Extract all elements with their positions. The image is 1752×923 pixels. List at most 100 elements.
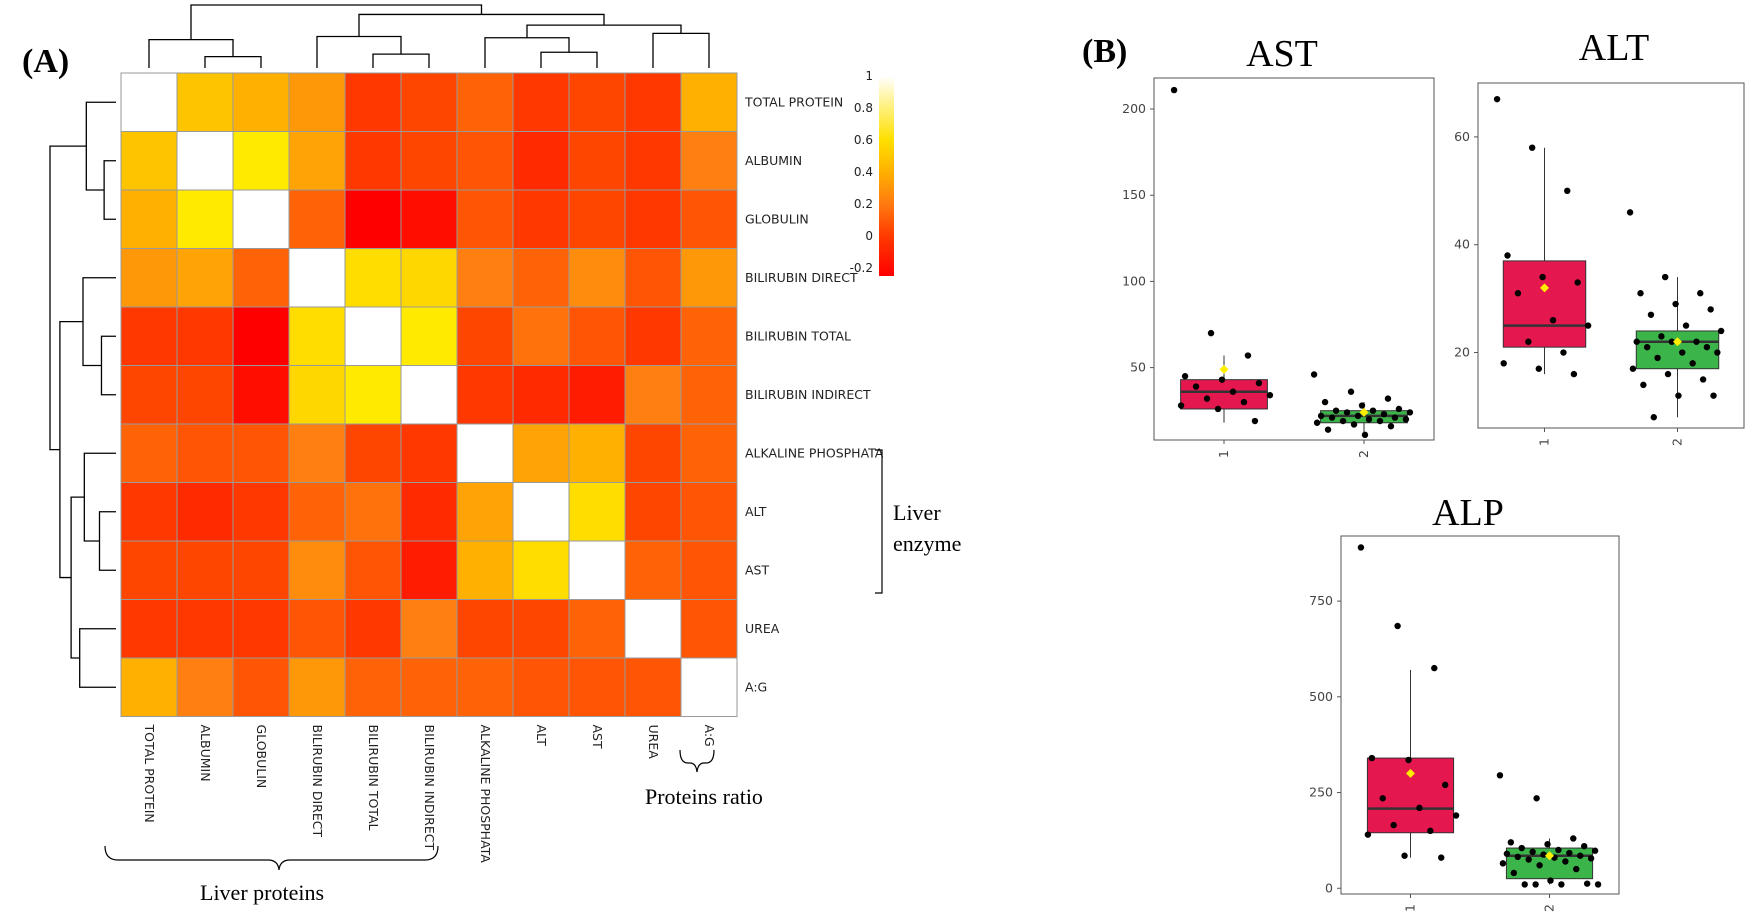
- data-point: [1266, 391, 1274, 399]
- dendrogram-branch: [49, 145, 87, 451]
- data-point: [1354, 412, 1362, 420]
- heatmap-column-label: BILIRUBIN INDIRECT: [422, 725, 437, 851]
- heatmap-column-label: ALKALINE PHOSPHATA: [478, 725, 493, 864]
- heatmap-cell: [288, 423, 346, 483]
- heatmap-cell: [456, 365, 514, 425]
- data-point: [1431, 664, 1438, 672]
- heatmap-cell: [232, 131, 290, 191]
- panel-a-label: (A): [22, 43, 69, 80]
- legend-color-bar: [879, 76, 894, 276]
- mean-marker: [1406, 768, 1415, 778]
- heatmap-cell: [568, 189, 626, 249]
- boxplot-alp: ALP 0 250 500 750 1 2: [1309, 492, 1620, 912]
- heatmap-cell: [456, 423, 514, 483]
- heatmap-cell: [344, 72, 402, 132]
- y-tick-label: 0: [1325, 880, 1333, 895]
- heatmap-cell: [400, 306, 458, 366]
- heatmap-cell: [512, 657, 570, 717]
- dendrogram-branch: [372, 53, 430, 68]
- data-point: [1540, 851, 1547, 858]
- heatmap-cell: [232, 482, 290, 542]
- heatmap-cell: [400, 482, 458, 542]
- boxplot-title: ALT: [1579, 27, 1649, 69]
- data-point: [1640, 381, 1647, 389]
- dendrogram-branch: [204, 56, 262, 68]
- legend-tick-label: -0.2: [850, 261, 873, 275]
- heatmap-cell: [680, 72, 738, 132]
- data-point: [1637, 290, 1644, 297]
- heatmap-cell: [288, 189, 346, 249]
- data-point: [1654, 354, 1661, 362]
- heatmap-cell: [288, 657, 346, 717]
- data-point: [1664, 370, 1672, 378]
- data-point: [1591, 847, 1599, 854]
- heatmap-cell: [624, 599, 682, 659]
- data-point: [1369, 407, 1377, 414]
- heatmap-cell: [512, 365, 570, 425]
- heatmap-cell: [288, 599, 346, 659]
- heatmap-cell: [624, 306, 682, 366]
- data-point: [1547, 877, 1554, 884]
- dendrogram-branch: [190, 4, 483, 40]
- heatmap-cell: [456, 540, 514, 600]
- data-point: [1503, 850, 1511, 857]
- data-point: [1532, 881, 1539, 888]
- data-point: [1518, 844, 1525, 852]
- heatmap-cell: [456, 657, 514, 717]
- heatmap-cell: [176, 365, 234, 425]
- heatmap-column-label: BILIRUBIN DIRECT: [310, 725, 325, 838]
- data-point: [1555, 846, 1562, 854]
- heatmap-cell: [344, 482, 402, 542]
- dendrogram-branch: [526, 24, 682, 38]
- data-point: [1682, 322, 1690, 329]
- data-point: [1573, 865, 1580, 873]
- x-tick-label: 2: [1542, 904, 1557, 912]
- data-point: [1584, 322, 1592, 329]
- heatmap-cell: [232, 189, 290, 249]
- heatmap-cell: [680, 248, 738, 308]
- heatmap-cell: [176, 131, 234, 191]
- heatmap-cell: [344, 189, 402, 249]
- data-point: [1661, 273, 1669, 281]
- heatmap-row-label: BILIRUBIN INDIRECT: [745, 387, 871, 402]
- heatmap-cell: [456, 599, 514, 659]
- legend-tick-label: 1: [865, 69, 873, 83]
- data-point: [1313, 419, 1321, 426]
- data-point: [1549, 316, 1557, 324]
- heatmap-row-labels: TOTAL PROTEIN ALBUMIN GLOBULIN BILIRUBIN DI…: [744, 94, 884, 694]
- heatmap-column-label: ALBUMIN: [198, 725, 213, 782]
- data-point: [1229, 388, 1237, 395]
- heatmap-cell: [512, 248, 570, 308]
- heatmap-column-label: BILIRUBIN TOTAL: [366, 725, 381, 831]
- dendrogram-branch: [100, 335, 116, 396]
- x-tick-label: 1: [1403, 904, 1418, 912]
- heatmap-cell: [120, 131, 178, 191]
- data-point: [1594, 881, 1602, 888]
- heatmap-cell: [456, 482, 514, 542]
- y-tick-label: 500: [1309, 689, 1333, 704]
- heatmap-cell: [344, 365, 402, 425]
- x-tick-label: 1: [1537, 438, 1552, 446]
- heatmap-cell: [232, 423, 290, 483]
- box-iqr: [1180, 379, 1268, 410]
- data-point: [1629, 365, 1637, 372]
- heatmap-cell: [232, 306, 290, 366]
- data-point: [1240, 398, 1248, 406]
- heatmap-cell: [176, 189, 234, 249]
- heatmap-cell: [456, 189, 514, 249]
- data-point: [1380, 410, 1388, 418]
- heatmap-row-label: AST: [745, 562, 769, 577]
- data-point: [1675, 392, 1682, 399]
- heatmap-cell: [344, 657, 402, 717]
- heatmap-cell: [120, 365, 178, 425]
- heatmap-cell: [176, 657, 234, 717]
- heatmap-cell: [680, 482, 738, 542]
- boxplot-title: ALP: [1432, 492, 1504, 534]
- liver-proteins-bracket: [104, 845, 439, 871]
- data-point: [1394, 622, 1401, 630]
- y-tick-label: 20: [1454, 345, 1470, 360]
- dendrogram-branch: [148, 39, 234, 68]
- data-point: [1528, 144, 1536, 151]
- dendrogram-branch: [652, 32, 710, 68]
- y-tick-label: 200: [1122, 101, 1146, 116]
